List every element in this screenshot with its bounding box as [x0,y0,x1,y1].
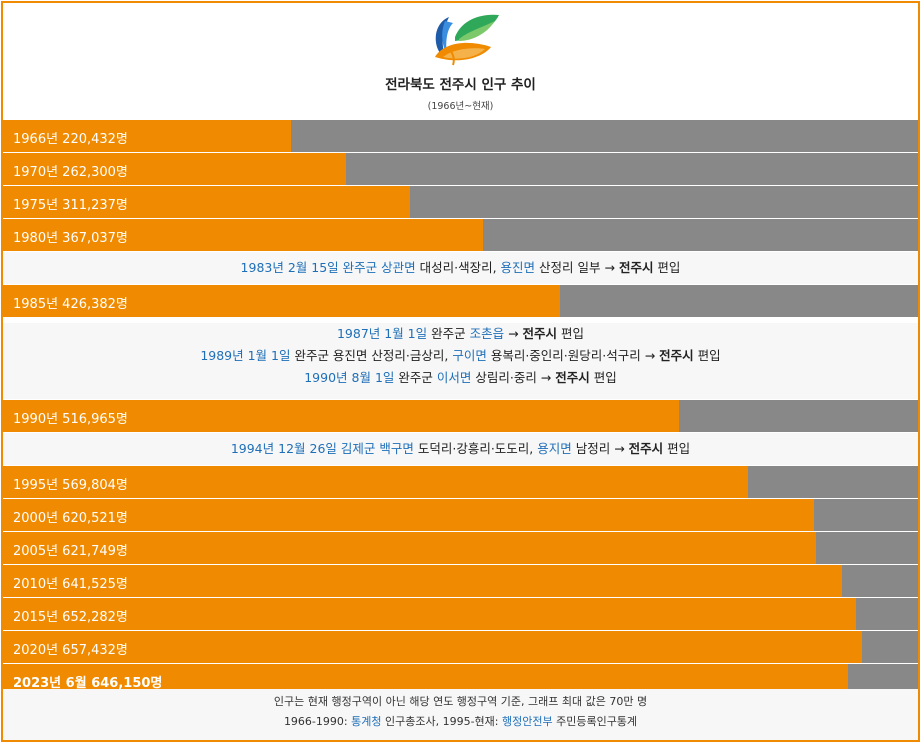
bar-label: 2010년 641,525명 [13,577,128,592]
event-bold-text: 전주시 [555,370,590,385]
event-bold-text: 전주시 [628,441,664,456]
footer-link[interactable]: 행정안전부 [501,715,553,728]
event-block-1987-1990: 1987년 1월 1일 완주군 조촌읍 → 전주시 편입 1989년 1월 1일… [3,323,918,400]
chart-footer: 인구는 현재 행정구역이 아닌 해당 연도 행정구역 기준, 그래프 최대 값은… [3,689,918,740]
event-text: 대성리·색장리, [415,260,501,275]
chart-title: 전라북도 전주시 인구 추이 [385,77,536,93]
bar-label: 2000년 620,521명 [13,511,128,526]
bar-fill [3,153,346,185]
bar-row-2015: 2015년 652,282명 [3,598,918,631]
bar-fill [3,631,862,663]
footer-link[interactable]: 통계청 [351,715,382,728]
bar-fill [3,499,814,531]
bar-row-1990: 1990년 516,965명 [3,400,918,433]
event-text: 편입 [557,326,585,341]
bar-label: 2023년 6월 646,150명 [13,676,163,691]
event-link[interactable]: 김제군 백구면 [340,441,414,456]
bar-row-2005: 2005년 621,749명 [3,532,918,565]
event-block-1994: 1994년 12월 26일 김제군 백구면 도덕리·강흥리·도도리, 용지면 남… [3,433,918,466]
event-text: 완주군 [394,370,437,385]
bar-label: 2020년 657,432명 [13,643,128,658]
event-link[interactable]: 1994년 12월 26일 [230,441,337,456]
event-bold-text: 전주시 [618,260,654,275]
event-bold-text: 전주시 [522,326,558,341]
event-text: 편입 [693,348,721,363]
bar-label: 1975년 311,237명 [13,198,128,213]
bar-row-1970: 1970년 262,300명 [3,153,918,186]
event-text: 용복리·중인리·원당리·석구리 → [486,348,660,363]
event-line-1987: 1987년 1월 1일 완주군 조촌읍 → 전주시 편입 [3,323,918,345]
event-text: 편입 [663,441,691,456]
event-bold-text: 전주시 [659,348,694,363]
event-text: → [504,326,523,341]
event-link[interactable]: 1987년 1월 1일 [336,326,428,341]
bar-fill [3,219,483,251]
event-link[interactable]: 조촌읍 [469,326,505,341]
bar-fill [3,532,816,564]
bar-row-2010: 2010년 641,525명 [3,565,918,598]
event-line-1989: 1989년 1월 1일 완주군 용진면 산정리·금상리, 구이면 용복리·중인리… [3,345,918,367]
bar-fill [3,400,679,432]
event-line-1990: 1990년 8월 1일 완주군 이서면 상림리·중리 → 전주시 편입 [3,367,918,389]
event-link[interactable]: 이서면 [436,370,472,385]
event-text: 편입 [653,260,681,275]
footer-text: 1966-1990: [283,715,352,728]
bar-row-1980: 1980년 367,037명 [3,219,918,252]
event-link[interactable]: 용진면 [500,260,536,275]
bar-fill [3,598,856,630]
event-text: 도덕리·강흥리·도도리, [413,441,538,456]
bar-row-1975: 1975년 311,237명 [3,186,918,219]
bar-fill [3,565,842,597]
bar-fill [3,285,560,317]
bar-label: 1995년 569,804명 [13,478,128,493]
chart-subtitle: (1966년~현재) [427,101,494,112]
jeonju-city-logo [435,14,499,66]
event-link[interactable]: 용지면 [537,441,572,456]
event-line-1983: 1983년 2월 15일 완주군 상관면 대성리·색장리, 용진면 산정리 일부… [3,252,918,284]
event-text: 남정리 → [571,441,629,456]
event-link[interactable]: 구이면 [452,348,487,363]
bar-label: 1966년 220,432명 [13,132,128,147]
bar-row-2020: 2020년 657,432명 [3,631,918,664]
bar-label: 1970년 262,300명 [13,165,128,180]
footer-text: 주민등록인구통계 [552,715,638,728]
bar-label: 1985년 426,382명 [13,297,128,312]
event-link[interactable]: 1983년 2월 15일 [240,260,339,275]
event-text: 완주군 용진면 산정리·금상리, [290,348,453,363]
footer-sources: 1966-1990: 통계청 인구총조사, 1995-현재: 행정안전부 주민등… [3,712,918,732]
footer-note: 인구는 현재 행정구역이 아닌 해당 연도 행정구역 기준, 그래프 최대 값은… [273,695,648,708]
event-text: 편입 [589,370,617,385]
event-line-1994: 1994년 12월 26일 김제군 백구면 도덕리·강흥리·도도리, 용지면 남… [3,433,918,465]
bar-label: 2015년 652,282명 [13,610,128,625]
event-text: 완주군 [427,326,470,341]
bar-row-1995: 1995년 569,804명 [3,466,918,499]
footer-text: 인구총조사, 1995-현재: [381,715,502,728]
bar-fill [3,186,410,218]
bar-fill [3,120,291,152]
bar-fill [3,466,748,498]
event-link[interactable]: 1990년 8월 1일 [304,370,395,385]
chart-rows: 1966년 220,432명 1970년 262,300명 1975년 311,… [3,120,918,697]
bar-label: 1980년 367,037명 [13,231,128,246]
event-text: 상림리·중리 → [471,370,556,385]
event-link[interactable]: 1989년 1월 1일 [200,348,291,363]
bar-label: 2005년 621,749명 [13,544,128,559]
chart-header: 전라북도 전주시 인구 추이 (1966년~현재) [3,3,918,120]
bar-row-1966: 1966년 220,432명 [3,120,918,153]
event-link[interactable]: 완주군 상관면 [342,260,416,275]
bar-row-2000: 2000년 620,521명 [3,499,918,532]
event-text: 산정리 일부 → [535,260,619,275]
bar-row-1985: 1985년 426,382명 [3,285,918,318]
event-block-1983: 1983년 2월 15일 완주군 상관면 대성리·색장리, 용진면 산정리 일부… [3,252,918,285]
bar-label: 1990년 516,965명 [13,412,128,427]
